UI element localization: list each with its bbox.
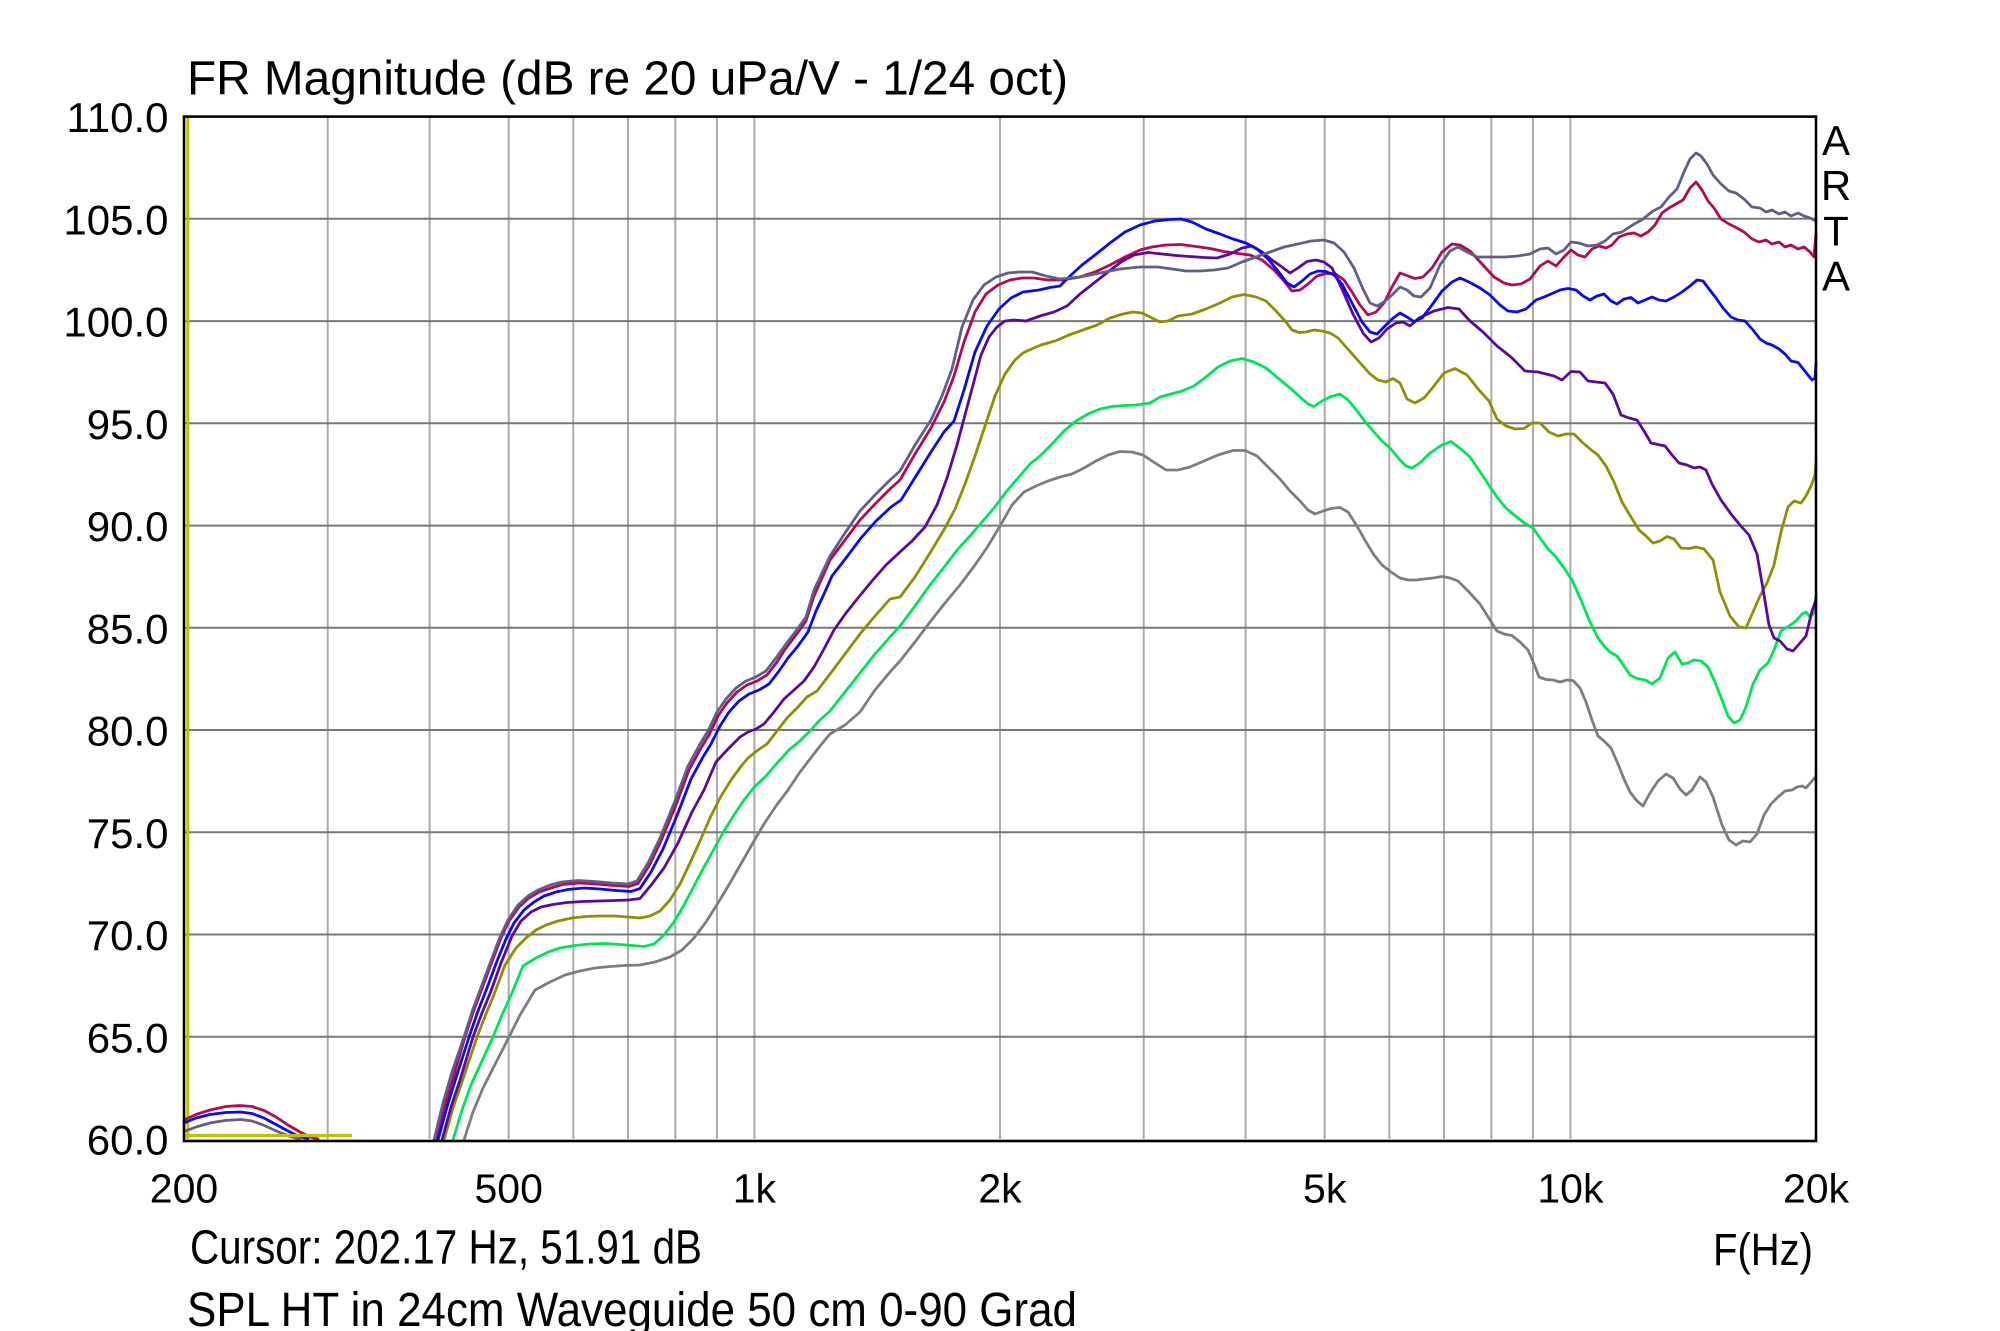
svg-text:A: A	[1822, 117, 1850, 164]
svg-text:Cursor: 202.17 Hz, 51.91 dB: Cursor: 202.17 Hz, 51.91 dB	[190, 1222, 702, 1275]
svg-text:R: R	[1821, 162, 1851, 209]
svg-text:90.0: 90.0	[87, 503, 169, 550]
svg-text:65.0: 65.0	[87, 1014, 169, 1061]
svg-text:T: T	[1823, 207, 1849, 254]
svg-text:110.0: 110.0	[67, 94, 169, 141]
svg-text:2k: 2k	[978, 1166, 1022, 1212]
svg-text:F(Hz): F(Hz)	[1713, 1224, 1813, 1275]
svg-text:75.0: 75.0	[87, 810, 169, 857]
svg-text:85.0: 85.0	[87, 605, 169, 652]
svg-text:1k: 1k	[733, 1166, 777, 1212]
svg-text:20k: 20k	[1783, 1166, 1850, 1212]
svg-text:200: 200	[150, 1166, 218, 1212]
svg-text:80.0: 80.0	[87, 708, 169, 755]
svg-text:5k: 5k	[1303, 1166, 1347, 1212]
svg-text:500: 500	[474, 1166, 542, 1212]
svg-text:105.0: 105.0	[63, 196, 168, 243]
svg-text:A: A	[1822, 253, 1850, 300]
svg-text:95.0: 95.0	[87, 401, 169, 448]
svg-text:60.0: 60.0	[87, 1117, 169, 1164]
svg-text:SPL HT in 24cm Waveguide 50 cm: SPL HT in 24cm Waveguide 50 cm 0-90 Grad	[187, 1284, 1077, 1331]
svg-text:10k: 10k	[1537, 1166, 1604, 1212]
svg-text:100.0: 100.0	[63, 299, 168, 346]
svg-text:FR Magnitude (dB re 20 uPa/V -: FR Magnitude (dB re 20 uPa/V - 1/24 oct)	[187, 53, 1068, 106]
svg-text:70.0: 70.0	[87, 912, 169, 959]
